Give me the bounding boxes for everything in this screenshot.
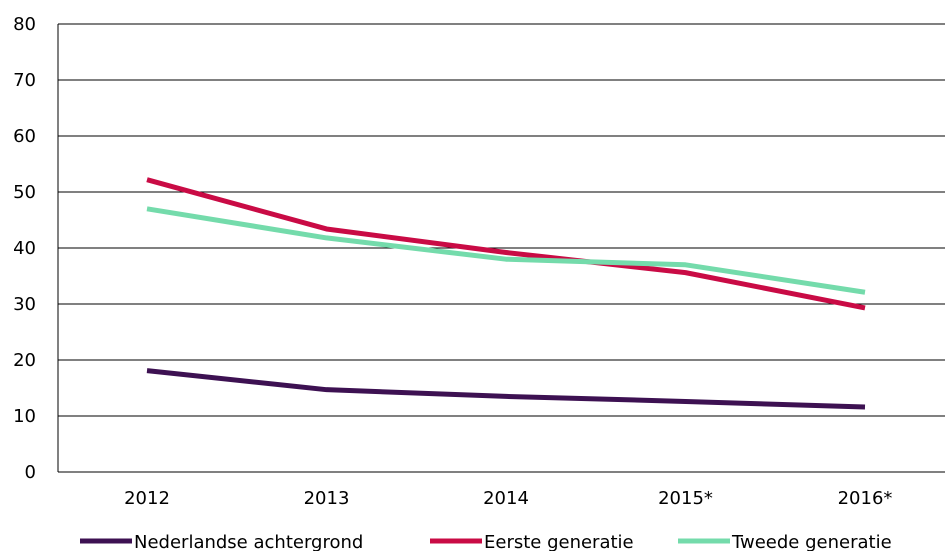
- series-lines: [147, 180, 865, 407]
- y-tick-label: 70: [13, 70, 36, 91]
- y-tick-label: 40: [13, 238, 36, 259]
- series-line-1: [147, 371, 865, 407]
- y-axis-tick-labels: 0 10 20 30 40 50 60 70 80: [13, 14, 36, 483]
- x-tick-label: 2013: [304, 488, 350, 509]
- series-line-2: [147, 180, 865, 308]
- y-tick-label: 20: [13, 350, 36, 371]
- legend: Nederlandse achtergrond Eerste generatie T…: [80, 532, 892, 551]
- y-tick-label: 60: [13, 126, 36, 147]
- y-tick-label: 10: [13, 406, 36, 427]
- y-tick-label: 30: [13, 294, 36, 315]
- legend-label: Tweede generatie: [731, 532, 892, 551]
- gridlines: [58, 24, 945, 416]
- x-tick-label: 2016*: [838, 488, 893, 509]
- legend-label: Nederlandse achtergrond: [134, 532, 363, 551]
- x-tick-label: 2015*: [658, 488, 713, 509]
- y-tick-label: 80: [13, 14, 36, 35]
- legend-label: Eerste generatie: [484, 532, 634, 551]
- x-tick-label: 2014: [483, 488, 529, 509]
- y-tick-label: 50: [13, 182, 36, 203]
- x-axis-tick-labels: 2012 2013 2014 2015* 2016*: [124, 488, 892, 509]
- x-tick-label: 2012: [124, 488, 170, 509]
- y-tick-label: 0: [25, 462, 36, 483]
